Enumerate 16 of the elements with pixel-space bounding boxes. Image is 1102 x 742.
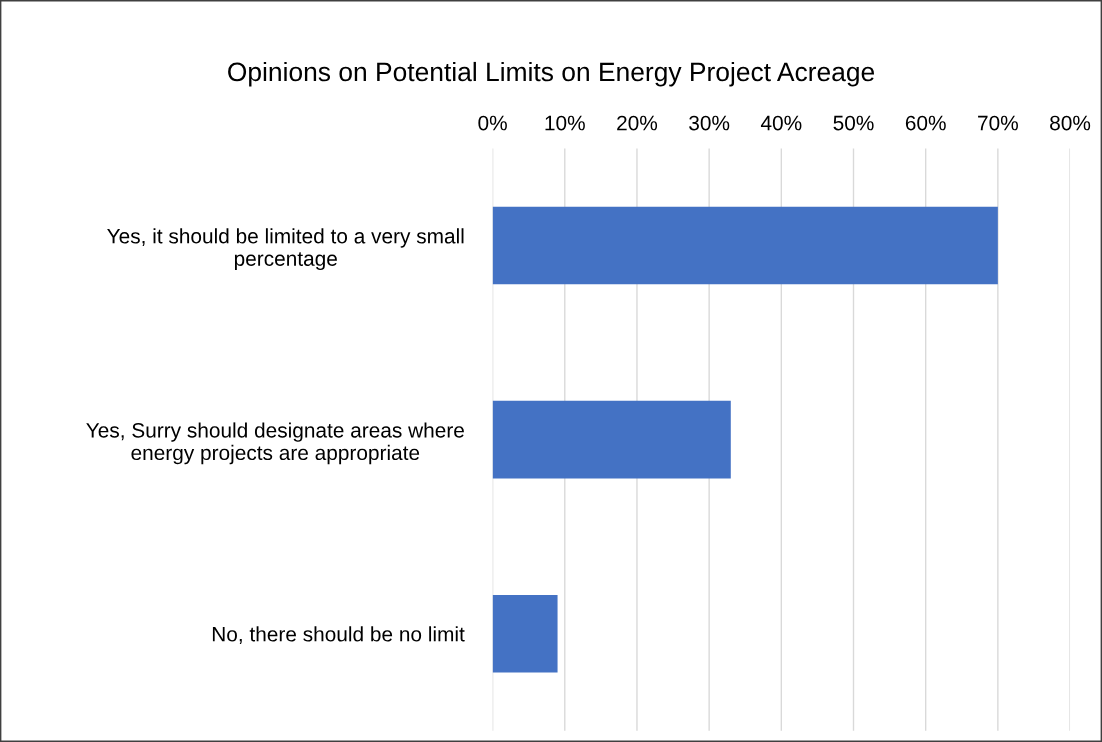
- x-tick-label: 80%: [1050, 115, 1091, 131]
- x-tick-label: 60%: [905, 115, 946, 131]
- bar: [492, 206, 998, 285]
- y-tick-label: No, there should be no limit: [212, 626, 465, 645]
- x-tick-label: 70%: [978, 115, 1018, 131]
- y-tick-label: Yes, Surry should designate areas where energy projects are appropriate: [86, 422, 464, 465]
- bar: [492, 400, 731, 479]
- y-tick-label: Yes, it should be limited to a very small percentage: [107, 228, 464, 271]
- x-tick-label: 30%: [689, 115, 730, 131]
- x-tick-label: 40%: [760, 115, 802, 131]
- chart-title: Opinions on Potential Limits on Energy Project Acreage: [228, 61, 875, 87]
- x-tick-label: 10%: [545, 115, 585, 131]
- x-tick-label: 50%: [833, 115, 874, 131]
- x-tick-label: 0%: [478, 115, 507, 131]
- bar: [492, 594, 558, 673]
- x-tick-label: 20%: [617, 115, 658, 131]
